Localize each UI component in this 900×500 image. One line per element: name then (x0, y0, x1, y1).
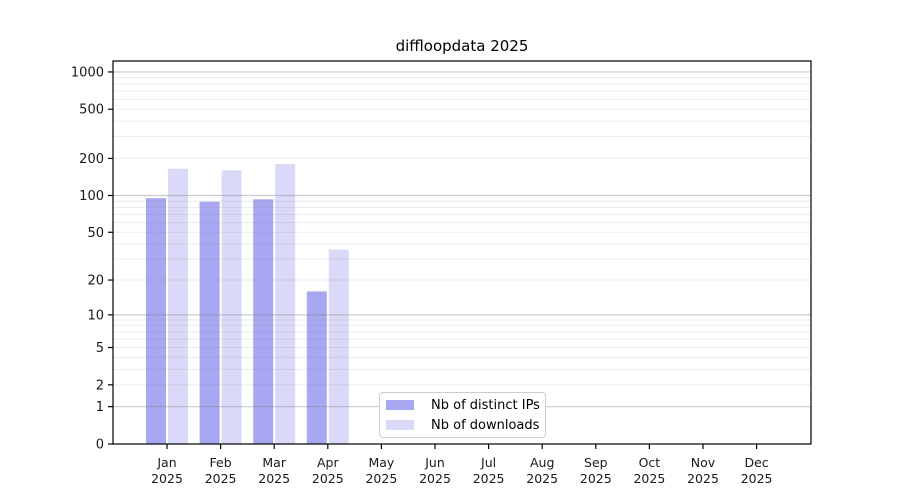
x-tick-label-month: May (368, 455, 394, 470)
y-tick-label: 10 (87, 308, 104, 323)
y-tick-label: 20 (87, 274, 104, 289)
x-tick-label-month: Feb (210, 455, 232, 470)
x-tick-label-month: Apr (317, 455, 339, 470)
x-tick-label-month: Sep (584, 455, 608, 470)
legend-label: Nb of downloads (431, 417, 540, 433)
bar-downloads-jan (168, 168, 188, 444)
x-tick-label-year: 2025 (205, 471, 237, 486)
legend-item-downloads: Nb of downloads (386, 418, 545, 433)
y-tick-label: 0 (96, 438, 104, 453)
y-tick-label: 500 (79, 103, 104, 118)
y-tick-label: 1 (96, 400, 104, 415)
x-tick-label-year: 2025 (258, 471, 290, 486)
bar-downloads-mar (275, 164, 296, 444)
bar-distinct-ips-mar (253, 199, 274, 444)
legend-label: Nb of distinct IPs (431, 397, 540, 413)
y-tick-label: 5 (96, 341, 104, 356)
x-tick-label-year: 2025 (151, 471, 183, 486)
plot-border (112, 60, 812, 445)
x-tick-label-year: 2025 (312, 471, 344, 486)
x-tick-label-month: Jul (480, 455, 496, 470)
chart-title: diffloopdata 2025 (395, 37, 529, 55)
y-tick-label: 1000 (71, 65, 104, 80)
x-tick-label-month: Dec (744, 455, 768, 470)
x-tick-label-year: 2025 (687, 471, 719, 486)
x-tick-label-year: 2025 (365, 471, 397, 486)
bar-distinct-ips-feb (199, 201, 220, 444)
y-tick-label: 100 (79, 189, 104, 204)
x-tick-label-month: Mar (262, 455, 286, 470)
legend: Nb of distinct IPs Nb of downloads (379, 392, 546, 438)
downloads-swatch-icon (386, 420, 414, 430)
x-tick-label-year: 2025 (473, 471, 505, 486)
bar-distinct-ips-jan (146, 198, 166, 444)
x-tick-label-month: Jun (424, 455, 445, 470)
bar-downloads-apr (328, 249, 349, 444)
y-tick-label: 2 (96, 378, 104, 393)
x-tick-label-month: Nov (691, 455, 716, 470)
x-tick-label-month: Oct (639, 455, 661, 470)
x-tick-label-year: 2025 (419, 471, 451, 486)
bar-distinct-ips-apr (306, 291, 327, 444)
x-tick-label-month: Jan (156, 455, 176, 470)
distinct-ips-swatch-icon (386, 400, 414, 410)
y-tick-label: 50 (87, 226, 104, 241)
y-tick-label: 200 (79, 152, 104, 167)
x-tick-label-year: 2025 (526, 471, 558, 486)
legend-item-distinct-ips: Nb of distinct IPs (386, 398, 545, 413)
bar-downloads-feb (221, 170, 242, 445)
x-tick-label-year: 2025 (633, 471, 665, 486)
x-tick-label-year: 2025 (580, 471, 612, 486)
x-tick-label-year: 2025 (741, 471, 773, 486)
x-tick-label-month: Aug (530, 455, 554, 470)
